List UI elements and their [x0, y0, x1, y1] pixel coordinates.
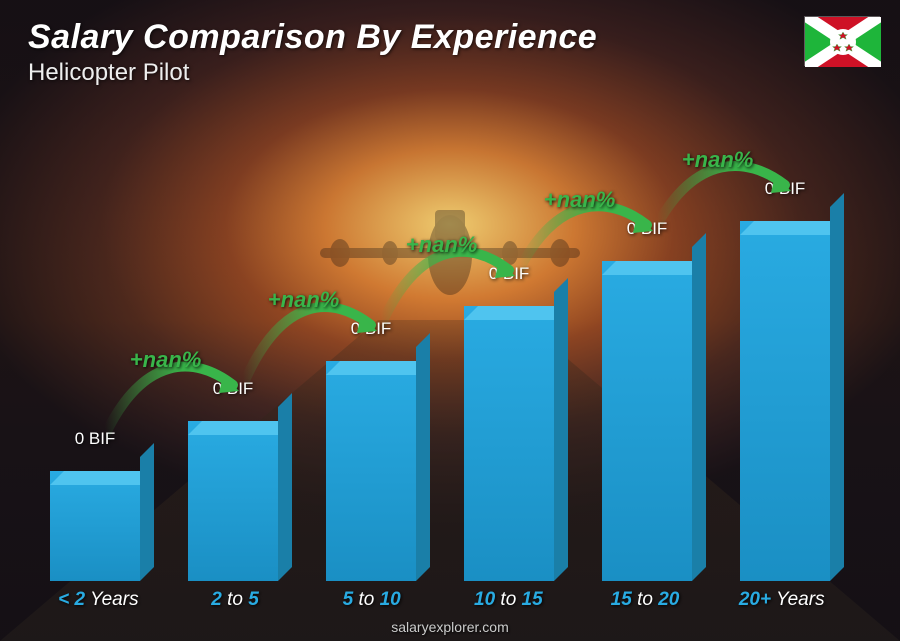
bar-group: 0 BIF: [720, 120, 850, 581]
xaxis-label: 20+ Years: [713, 589, 850, 611]
bar-top-face: [602, 261, 706, 275]
footer-attribution: salaryexplorer.com: [0, 619, 900, 635]
bar-front: [602, 261, 692, 581]
xaxis-label: < 2 Years: [30, 589, 167, 611]
chart-title: Salary Comparison By Experience: [28, 18, 872, 57]
bar-value-label: 0 BIF: [311, 319, 431, 339]
bar: [188, 421, 278, 581]
xaxis: < 2 Years2 to 55 to 1010 to 1515 to 2020…: [30, 589, 850, 611]
bar-front: [50, 471, 140, 581]
bar-top-face: [188, 421, 292, 435]
bar-value-label: 0 BIF: [173, 379, 293, 399]
chart-subtitle: Helicopter Pilot: [28, 59, 872, 87]
bar-value-label: 0 BIF: [35, 429, 155, 449]
bar-front: [740, 221, 830, 581]
bar-group: 0 BIF: [306, 120, 436, 581]
chart-header: Salary Comparison By Experience Helicopt…: [28, 18, 872, 87]
bar-front: [188, 421, 278, 581]
bar: [602, 261, 692, 581]
bar-side-face: [830, 193, 844, 581]
bar-group: 0 BIF: [30, 120, 160, 581]
bar: [326, 361, 416, 581]
xaxis-label: 2 to 5: [167, 589, 304, 611]
bar-group: 0 BIF: [444, 120, 574, 581]
bar: [740, 221, 830, 581]
bar-top-face: [464, 306, 568, 320]
bar-side-face: [278, 393, 292, 581]
bar: [50, 471, 140, 581]
bar-front: [326, 361, 416, 581]
bar-front: [464, 306, 554, 581]
bar-top-face: [740, 221, 844, 235]
bar-group: 0 BIF: [582, 120, 712, 581]
bar-side-face: [554, 278, 568, 581]
bar-value-label: 0 BIF: [587, 219, 707, 239]
bar-value-label: 0 BIF: [449, 264, 569, 284]
bar-group: 0 BIF: [168, 120, 298, 581]
bar-top-face: [326, 361, 430, 375]
xaxis-label: 10 to 15: [440, 589, 577, 611]
bar-value-label: 0 BIF: [725, 179, 845, 199]
xaxis-label: 15 to 20: [577, 589, 714, 611]
bar-top-face: [50, 471, 154, 485]
bar-side-face: [416, 333, 430, 581]
bar-chart: 0 BIF0 BIF0 BIF0 BIF0 BIF0 BIF+nan%+nan%…: [30, 120, 850, 581]
bar-side-face: [692, 233, 706, 581]
bar: [464, 306, 554, 581]
xaxis-label: 5 to 10: [303, 589, 440, 611]
country-flag-burundi: [804, 16, 880, 66]
bar-side-face: [140, 443, 154, 581]
